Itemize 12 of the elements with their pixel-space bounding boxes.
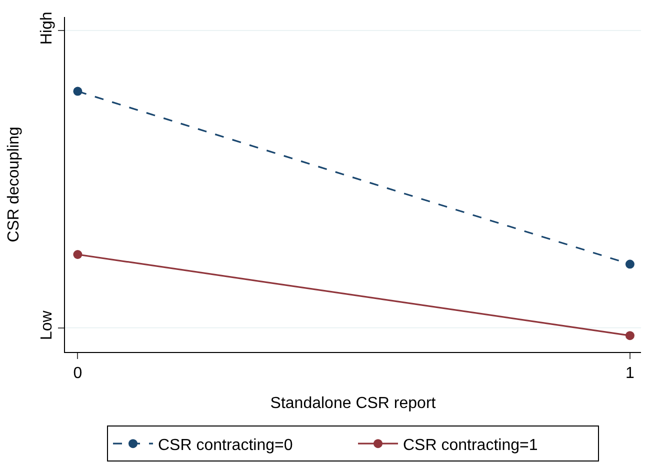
ref-line-label: High xyxy=(38,12,56,45)
x-tick-label: 0 xyxy=(73,365,82,382)
x-axis-title: Standalone CSR report xyxy=(270,394,436,412)
ref-line-label: Low xyxy=(38,310,56,340)
point xyxy=(625,260,634,269)
y-axis-title: CSR decoupling xyxy=(6,126,22,242)
x-tick-label: 1 xyxy=(625,365,634,382)
point xyxy=(73,86,82,96)
point xyxy=(73,250,82,259)
point xyxy=(625,331,634,340)
legend-label: CSR contracting=1 xyxy=(403,436,538,454)
legend-label: CSR contracting=0 xyxy=(158,436,293,454)
